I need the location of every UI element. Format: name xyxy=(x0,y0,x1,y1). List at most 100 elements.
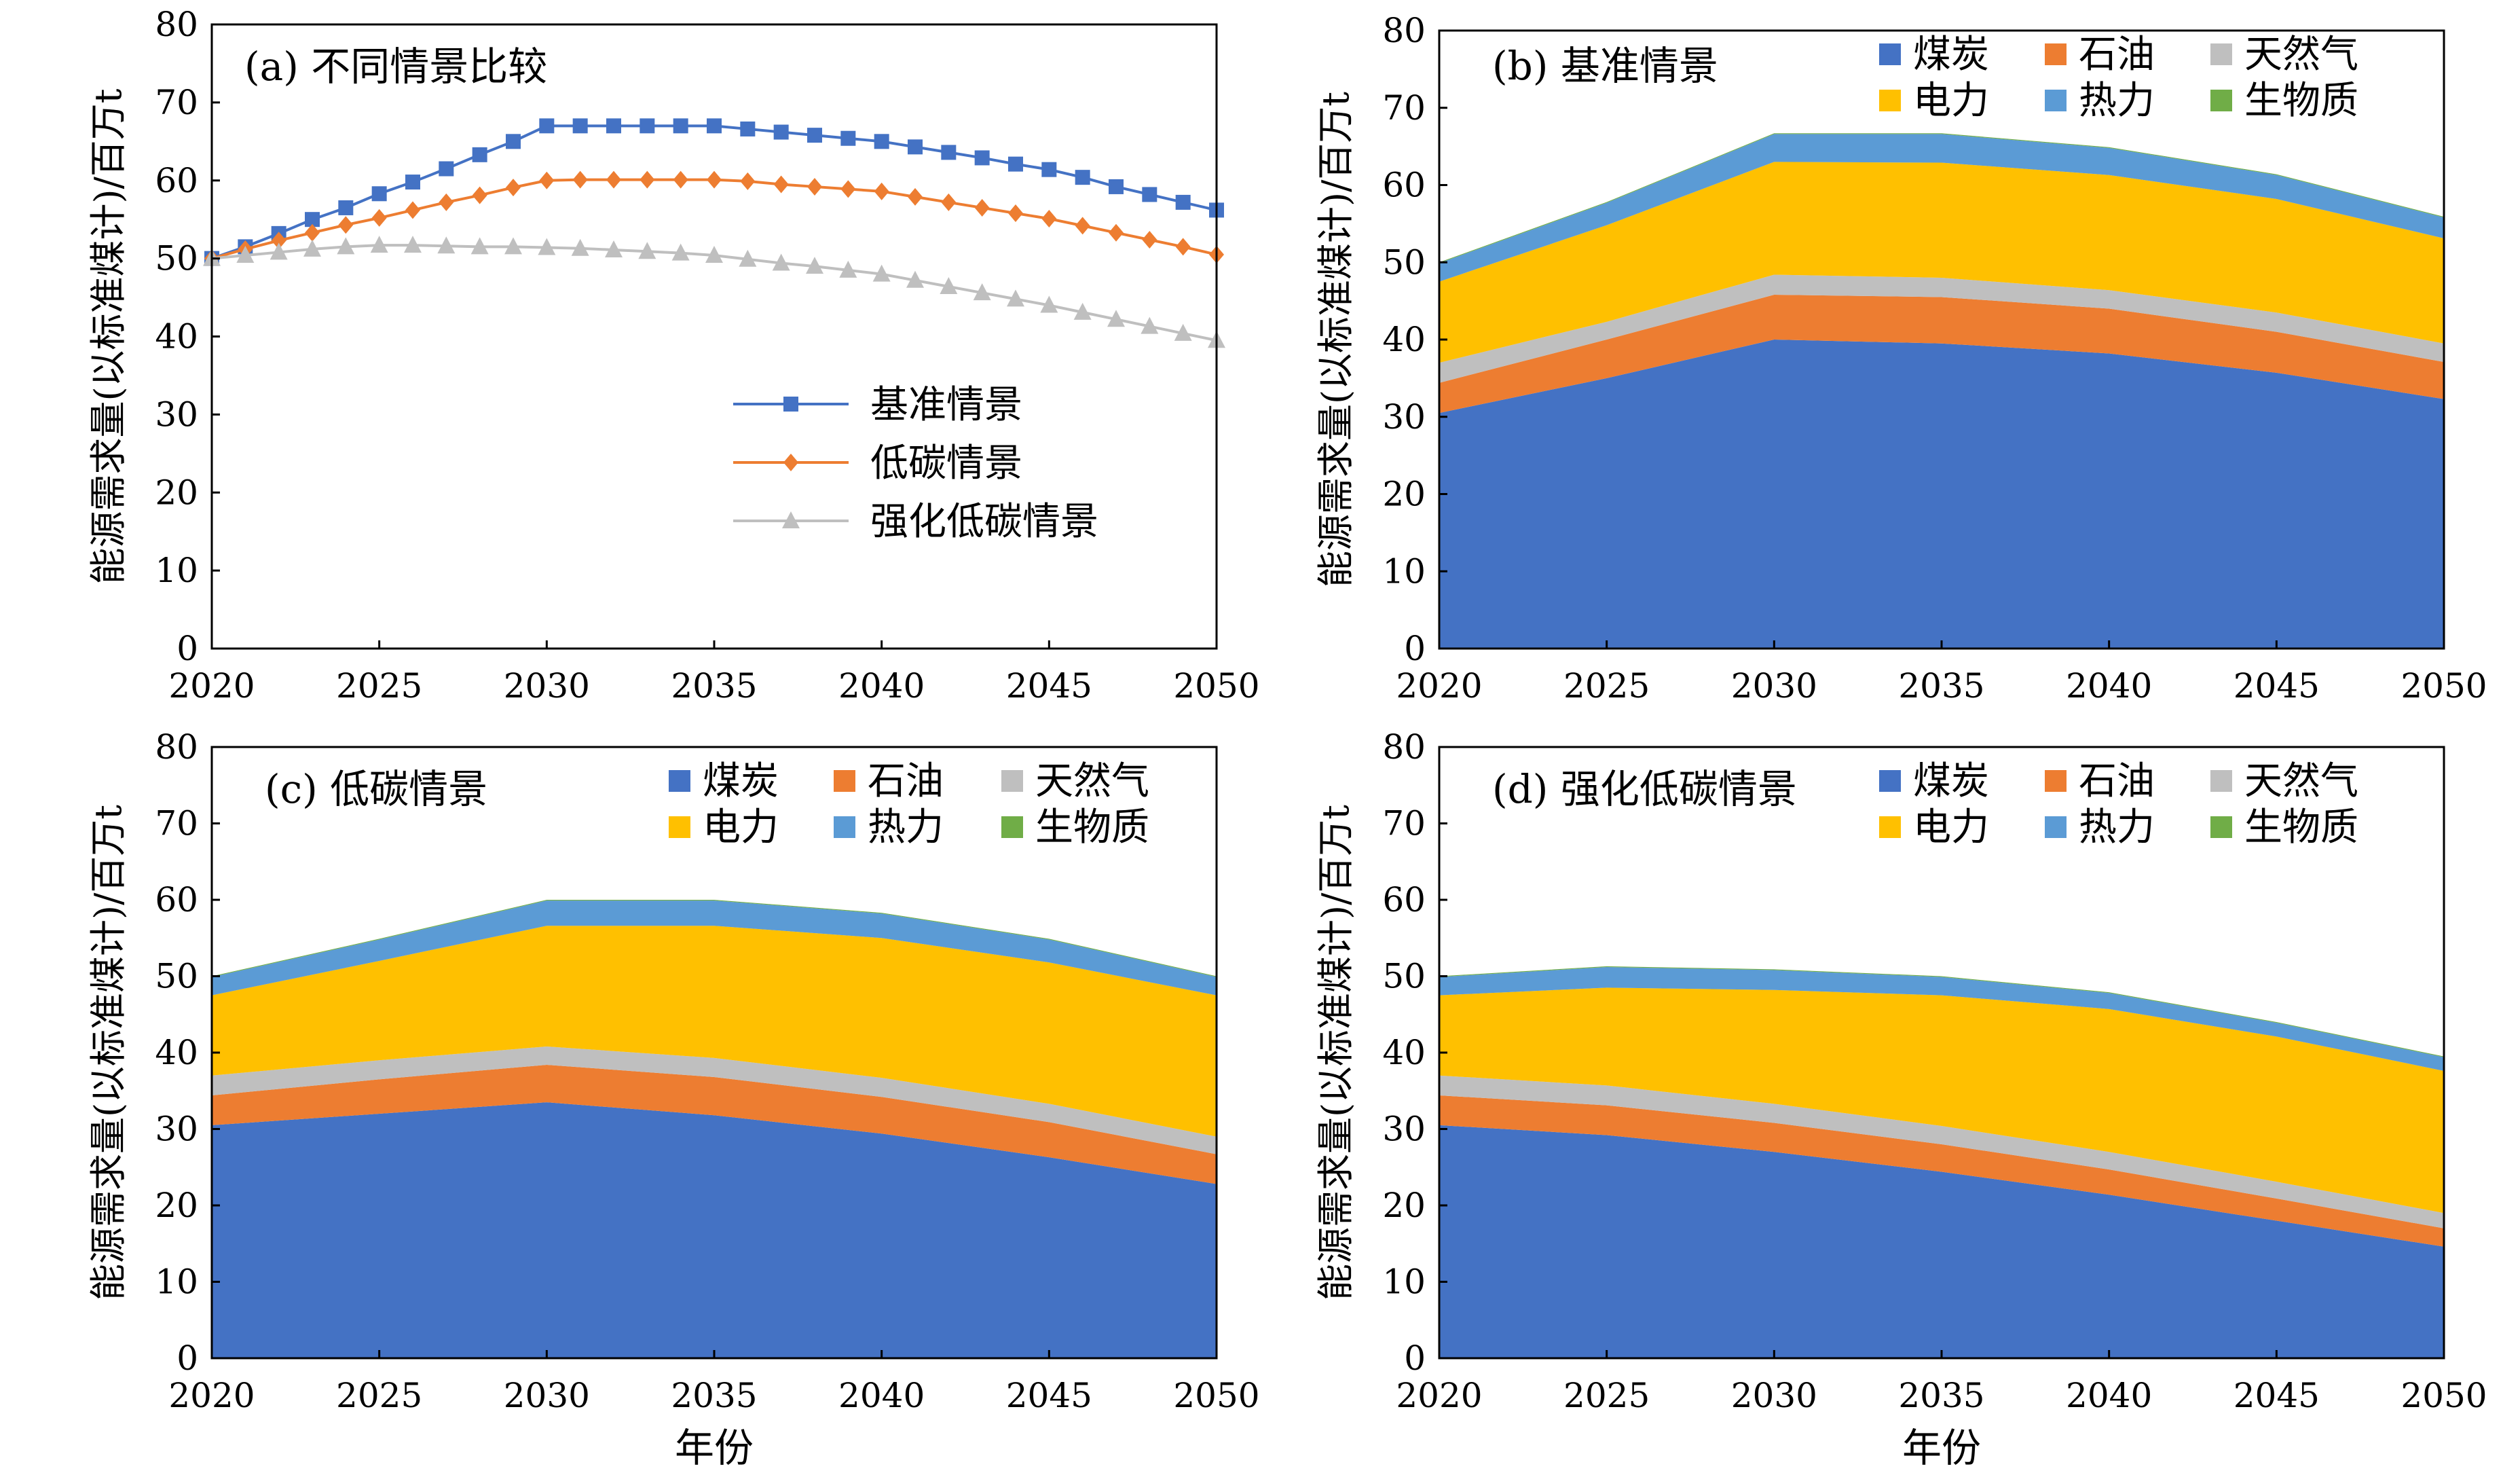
data-point-a-0-17 xyxy=(773,124,789,140)
y-tick-label-a-6: 60 xyxy=(155,161,198,200)
legend-label-a-1: 低碳情景 xyxy=(870,441,1022,486)
data-point-a-0-5 xyxy=(371,186,387,202)
legend-swatch-b-2 xyxy=(2210,43,2232,65)
data-point-a-1-21 xyxy=(908,187,923,206)
data-point-a-2-14 xyxy=(671,243,690,261)
legend-swatch-d-2 xyxy=(2210,770,2232,792)
data-point-a-2-18 xyxy=(806,257,823,274)
data-point-a-2-21 xyxy=(906,270,924,288)
x-tick-label-c-3: 2035 xyxy=(671,1376,757,1415)
y-tick-label-a-1: 10 xyxy=(155,551,198,590)
x-tick-label-d-0: 2020 xyxy=(1396,1376,1482,1415)
legend-label-c-3: 电力 xyxy=(703,805,779,850)
y-tick-label-b-6: 60 xyxy=(1382,166,1426,205)
data-point-a-1-20 xyxy=(874,182,889,200)
legend-swatch-d-3 xyxy=(1879,816,1901,838)
area-series-c-3 xyxy=(212,926,1217,1137)
legend-swatch-c-0 xyxy=(669,770,690,792)
data-point-a-1-7 xyxy=(439,193,454,211)
data-point-a-0-21 xyxy=(908,139,923,155)
legend-label-b-4: 热力 xyxy=(2079,79,2155,123)
data-point-a-1-18 xyxy=(807,177,822,196)
legend-label-b-2: 天然气 xyxy=(2244,33,2358,77)
legend-label-d-0: 煤炭 xyxy=(1913,759,1989,803)
data-point-a-2-24 xyxy=(1007,289,1024,307)
data-point-a-1-11 xyxy=(572,170,588,189)
legend-swatch-b-4 xyxy=(2045,90,2067,111)
data-point-a-2-9 xyxy=(504,237,522,255)
data-point-a-0-3 xyxy=(305,212,320,227)
legend-marker-a-1 xyxy=(783,454,798,471)
area-series-d-3 xyxy=(1439,987,2444,1214)
legend-swatch-d-1 xyxy=(2045,770,2067,792)
y-tick-label-b-0: 0 xyxy=(1404,629,1426,668)
data-point-a-2-27 xyxy=(1107,310,1125,327)
legend-label-c-5: 生物质 xyxy=(1035,805,1149,850)
data-point-a-1-10 xyxy=(539,171,555,189)
x-tick-label-b-3: 2035 xyxy=(1898,666,1984,706)
y-tick-label-d-2: 20 xyxy=(1382,1186,1426,1225)
y-axis-label-b: 能源需求量(以标准煤计)/百万t xyxy=(1314,92,1357,587)
legend-swatch-b-5 xyxy=(2210,90,2232,111)
y-tick-label-b-5: 50 xyxy=(1382,242,1426,282)
data-point-a-0-14 xyxy=(673,118,688,134)
x-tick-label-c-1: 2025 xyxy=(336,1376,422,1415)
y-tick-label-a-4: 40 xyxy=(155,317,198,357)
data-point-a-2-1 xyxy=(236,246,255,263)
data-point-a-0-13 xyxy=(640,118,655,134)
data-point-a-1-17 xyxy=(773,175,789,194)
data-point-a-0-8 xyxy=(472,147,487,162)
y-tick-label-b-4: 40 xyxy=(1382,320,1426,359)
x-tick-label-d-1: 2025 xyxy=(1563,1376,1650,1415)
data-point-a-1-5 xyxy=(371,208,387,227)
area-series-b-0 xyxy=(1439,340,2444,649)
data-point-a-0-28 xyxy=(1142,187,1157,202)
data-point-a-1-16 xyxy=(740,172,756,190)
data-point-a-1-3 xyxy=(305,223,320,242)
data-point-a-0-7 xyxy=(439,161,454,177)
data-point-a-0-18 xyxy=(807,128,822,143)
x-tick-label-d-4: 2040 xyxy=(2066,1376,2152,1415)
y-tick-label-a-5: 50 xyxy=(155,239,198,278)
y-axis-label-a: 能源需求量(以标准煤计)/百万t xyxy=(87,88,130,584)
x-tick-label-a-0: 2020 xyxy=(168,666,255,706)
x-tick-label-d-6: 2050 xyxy=(2401,1376,2487,1415)
data-point-a-0-27 xyxy=(1109,179,1124,194)
data-point-a-2-28 xyxy=(1141,316,1159,334)
data-point-a-1-29 xyxy=(1175,238,1191,256)
x-tick-label-d-2: 2030 xyxy=(1731,1376,1817,1415)
data-point-a-1-6 xyxy=(405,201,420,219)
area-series-b-2 xyxy=(1439,274,2444,383)
y-tick-label-c-0: 0 xyxy=(177,1339,198,1378)
data-point-a-0-29 xyxy=(1175,194,1191,210)
y-tick-label-d-3: 30 xyxy=(1382,1110,1426,1149)
data-point-a-0-12 xyxy=(606,118,621,134)
data-point-a-0-16 xyxy=(740,121,756,136)
plot-frame-a xyxy=(210,23,1218,650)
x-tick-label-a-5: 2045 xyxy=(1006,666,1092,706)
y-tick-label-c-7: 70 xyxy=(155,804,198,843)
area-series-d-2 xyxy=(1439,1075,2444,1228)
y-tick-label-a-8: 80 xyxy=(155,5,198,44)
data-point-a-1-23 xyxy=(974,198,990,217)
data-point-a-2-2 xyxy=(270,242,288,260)
x-tick-label-b-2: 2030 xyxy=(1731,666,1817,706)
data-point-a-2-29 xyxy=(1174,323,1192,341)
x-tick-label-b-1: 2025 xyxy=(1563,666,1650,706)
data-point-a-2-5 xyxy=(370,236,388,253)
panel-title-c: (c) 低碳情景 xyxy=(265,766,487,812)
data-point-a-1-12 xyxy=(606,170,621,189)
legend-label-b-3: 电力 xyxy=(1913,79,1989,123)
area-series-d-0 xyxy=(1439,1125,2444,1358)
data-point-a-0-15 xyxy=(707,118,722,134)
data-point-a-1-9 xyxy=(506,179,521,197)
area-series-b-4 xyxy=(1439,134,2444,282)
legend-swatch-b-1 xyxy=(2045,43,2067,65)
data-point-a-2-7 xyxy=(437,236,456,254)
